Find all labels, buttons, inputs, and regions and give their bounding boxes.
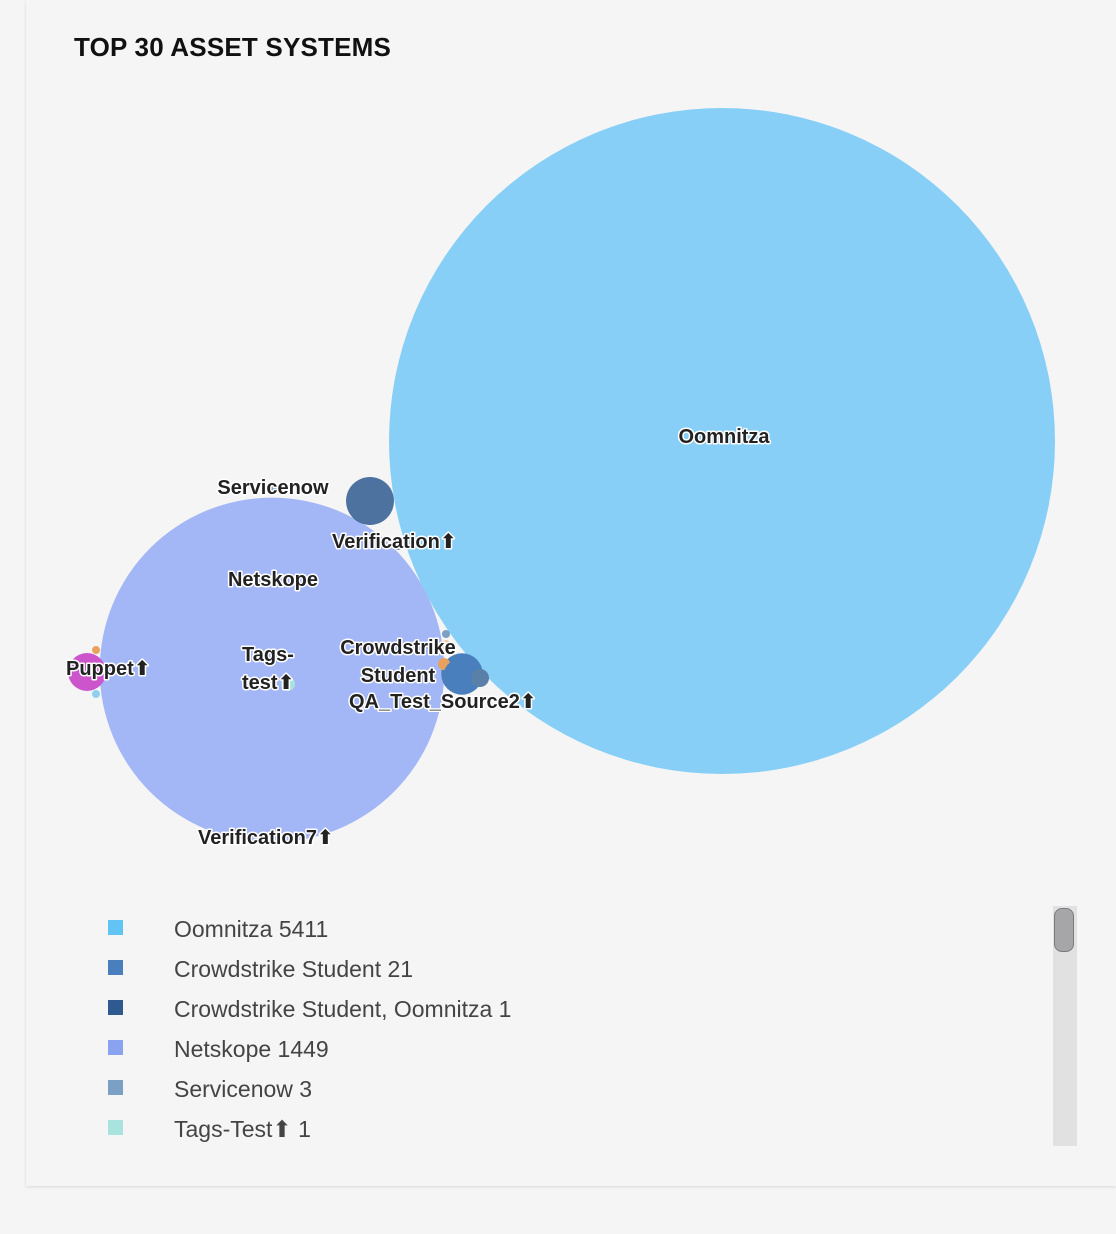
bubble-servicenow[interactable] — [266, 483, 278, 495]
bubble-minor-dot[interactable] — [442, 630, 450, 638]
bubble-minor-dot[interactable] — [92, 646, 100, 654]
bubble-crowdstrike-student-oomnitza[interactable] — [346, 477, 394, 525]
bubble-label-servicenow: Servicenow — [217, 477, 329, 499]
legend-item[interactable]: Oomnitza 5411 — [108, 910, 1008, 950]
legend-item[interactable]: Servicenow 3 — [108, 1070, 1008, 1110]
bubble-label-qa-test-source2: QA_Test_Source2⬆ — [349, 691, 537, 713]
chart-legend: Oomnitza 5411 Crowdstrike Student 21 Cro… — [108, 910, 1008, 1150]
bubble-label-verification: Verification⬆ — [332, 531, 457, 553]
legend-item[interactable]: Netskope 1449 — [108, 1030, 1008, 1070]
legend-label: Crowdstrike Student 21 — [174, 956, 414, 982]
asset-systems-card: TOP 30 ASSET SYSTEMS Oomnitza Netskope Ser… — [26, 0, 1116, 1186]
bubble-netskope[interactable] — [99, 497, 445, 843]
bubble-verification[interactable] — [393, 540, 403, 550]
bubble-tags-test[interactable] — [281, 677, 295, 691]
bubble-minor-dot[interactable] — [471, 669, 489, 687]
bubble-label-crowdstrike-student: Crowdstrike Student — [340, 637, 456, 687]
legend-item[interactable]: Crowdstrike Student 21 — [108, 950, 1008, 990]
bubble-puppet[interactable] — [68, 653, 106, 691]
legend-scrollbar[interactable] — [1053, 906, 1077, 1146]
legend-label: Netskope 1449 — [174, 1036, 329, 1062]
bubble-oomnitza[interactable] — [389, 108, 1055, 774]
bubble-label-puppet: Puppet⬆ — [66, 658, 151, 680]
legend-item[interactable]: Crowdstrike Student, Oomnitza 1 — [108, 990, 1008, 1030]
bubble-minor-dot[interactable] — [444, 660, 472, 688]
legend-scrollbar-thumb[interactable] — [1054, 908, 1074, 952]
bubble-label-tags-test: Tags-test⬆ — [242, 644, 294, 694]
chart-title: TOP 30 ASSET SYSTEMS — [74, 32, 392, 62]
legend-swatch — [108, 920, 123, 935]
bubble-chart: Oomnitza Netskope Servicenow Crowdstrike Stu… — [65, 108, 1055, 851]
legend-swatch — [108, 960, 123, 975]
legend-swatch — [108, 1040, 123, 1055]
bubble-minor-dot[interactable] — [441, 640, 451, 650]
legend-label: Oomnitza 5411 — [174, 916, 329, 942]
legend-swatch — [108, 1080, 123, 1095]
legend-label: Crowdstrike Student, Oomnitza 1 — [174, 996, 512, 1022]
bubble-verification7[interactable] — [267, 833, 277, 843]
bubble-label-oomnitza: Oomnitza — [678, 426, 770, 448]
bubble-minor-dot[interactable] — [92, 690, 100, 698]
legend-swatch — [108, 1120, 123, 1135]
bubble-label-netskope: Netskope — [228, 569, 318, 591]
legend-swatch — [108, 1000, 123, 1015]
legend-item[interactable]: Tags-Test⬆ 1 — [108, 1110, 1008, 1150]
bubble-label-verification7: Verification7⬆ — [198, 827, 334, 849]
legend-label: Tags-Test⬆ 1 — [174, 1116, 311, 1142]
legend-label: Servicenow 3 — [174, 1076, 313, 1102]
